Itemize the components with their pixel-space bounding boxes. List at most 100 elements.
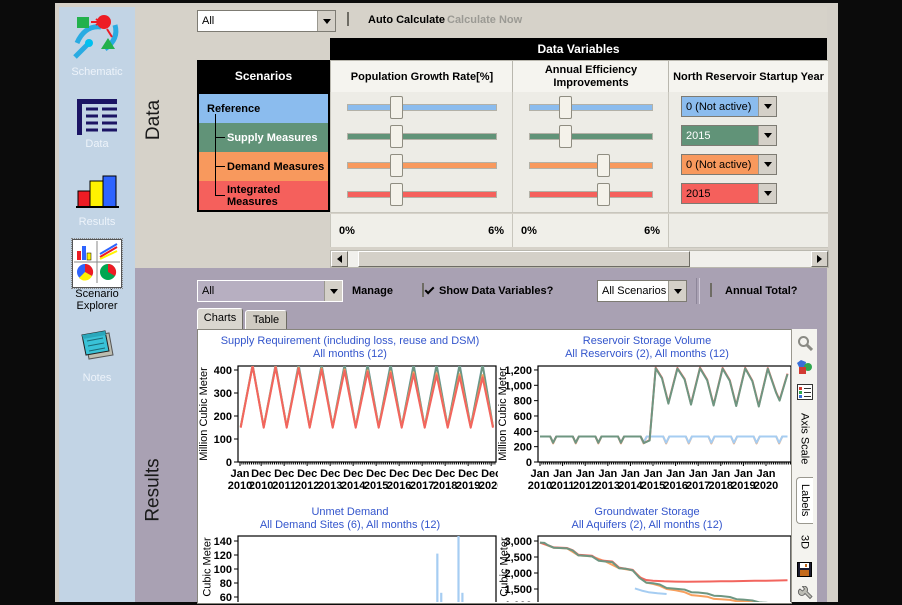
svg-text:2011: 2011 [551, 480, 575, 492]
chart-title-groundwater-storage: Groundwater StorageAll Aquifers (2), All… [502, 506, 792, 532]
scroll-left-button[interactable] [331, 251, 348, 267]
svg-text:Jan: Jan [666, 468, 685, 480]
three-d-tab[interactable]: 3D [792, 535, 817, 552]
results-section-vertical-label: Results [140, 420, 168, 560]
svg-text:120: 120 [214, 550, 232, 562]
axis-scale-tab[interactable]: Axis Scale [792, 413, 817, 467]
arrow-right-icon [817, 255, 822, 263]
startup-year-dropdown-integrated[interactable]: 2015 [681, 183, 777, 204]
slider-efficiency-reference[interactable] [513, 92, 669, 121]
zoom-button[interactable] [792, 329, 817, 354]
arrow-left-icon [337, 255, 342, 263]
slider-population-growth-supply[interactable] [331, 121, 513, 150]
dropdown-arrow-button[interactable] [668, 281, 686, 301]
svg-text:1,000: 1,000 [504, 380, 532, 392]
svg-text:1,500: 1,500 [504, 584, 532, 596]
svg-text:2013: 2013 [596, 480, 620, 492]
svg-text:Dec: Dec [343, 468, 363, 480]
dropdown-arrow-button[interactable] [758, 155, 776, 174]
svg-text:Dec: Dec [251, 468, 271, 480]
scenario-row-reference[interactable]: Reference [199, 94, 328, 123]
slider-thumb[interactable] [390, 96, 403, 119]
chevron-down-icon [764, 191, 772, 196]
chevron-down-icon [764, 133, 772, 138]
dropdown-arrow-button[interactable] [758, 184, 776, 203]
save-chart-button[interactable] [792, 562, 817, 580]
slider-thumb[interactable] [559, 96, 572, 119]
scenario-explorer-icon [72, 239, 122, 288]
dropdown-arrow-button[interactable] [324, 281, 342, 301]
chart-title-supply-requirement: Supply Requirement (including loss, reus… [202, 335, 498, 361]
svg-text:100: 100 [214, 564, 232, 576]
sidebar-item-scenario-explorer[interactable]: Scenario Explorer [59, 239, 135, 312]
tab-label: Charts [204, 312, 236, 324]
annual-total-checkbox[interactable] [710, 283, 712, 297]
svg-text:400: 400 [214, 365, 232, 377]
svg-text:3,000: 3,000 [504, 536, 532, 548]
sidebar-item-results[interactable]: Results [59, 173, 135, 228]
dropdown-arrow-button[interactable] [758, 97, 776, 116]
legend-button[interactable] [792, 378, 817, 403]
svg-text:Jan: Jan [231, 468, 250, 480]
slider-thumb[interactable] [390, 183, 403, 206]
slider-thumb[interactable] [597, 183, 610, 206]
startup-year-dropdown-supply[interactable]: 2015 [681, 125, 777, 146]
slider-population-growth-integrated[interactable] [331, 179, 513, 208]
svg-text:Jan: Jan [531, 468, 550, 480]
svg-text:2,000: 2,000 [504, 568, 532, 580]
slider-population-growth-demand[interactable] [331, 150, 513, 179]
magnifier-icon [797, 335, 813, 351]
scenario-filter-dropdown[interactable]: All Scenarios [597, 280, 687, 302]
slider-efficiency-integrated[interactable] [513, 179, 669, 208]
chart-reservoir-storage: 02004006008001,0001,200Jan2010Jan2011Jan… [503, 362, 795, 496]
scenario-tree: Reference Supply Measures Demand Measure… [197, 92, 330, 212]
sidebar-item-label: Scenario Explorer [59, 288, 135, 312]
population-growth-range: 0% 6% [330, 214, 512, 247]
slider-thumb[interactable] [390, 154, 403, 177]
results-variable-dropdown[interactable]: All [197, 280, 343, 302]
svg-text:Dec: Dec [389, 468, 409, 480]
floppy-disk-icon [797, 562, 812, 577]
chevron-down-icon [764, 104, 772, 109]
annual-efficiency-cells [512, 92, 669, 213]
startup-year-cells: 0 (Not active) 2015 0 (Not active) 2015 [668, 92, 828, 213]
sidebar-item-schematic[interactable]: Schematic [59, 13, 135, 78]
slider-thumb[interactable] [597, 154, 610, 177]
dropdown-arrow-button[interactable] [317, 11, 335, 31]
tree-connector-line [215, 195, 225, 196]
svg-text:2015: 2015 [641, 480, 665, 492]
auto-calculate-checkbox[interactable] [347, 12, 349, 26]
svg-text:80: 80 [220, 578, 232, 590]
tab-charts[interactable]: Charts [197, 308, 243, 329]
slider-track [347, 133, 497, 140]
scroll-right-button[interactable] [811, 251, 828, 267]
data-horizontal-scrollbar[interactable] [330, 250, 829, 268]
chart-type-button[interactable] [792, 354, 817, 378]
startup-year-dropdown-reference[interactable]: 0 (Not active) [681, 96, 777, 117]
slider-efficiency-supply[interactable] [513, 121, 669, 150]
calculate-now-button[interactable]: Calculate Now [447, 14, 522, 26]
data-variable-filter-dropdown[interactable]: All [197, 10, 336, 32]
sidebar-item-notes[interactable]: Notes [59, 329, 135, 384]
chart-type-icon [796, 359, 813, 375]
svg-text:2018: 2018 [433, 480, 457, 492]
svg-text:Dec: Dec [297, 468, 317, 480]
slider-thumb[interactable] [559, 125, 572, 148]
slider-population-growth-reference[interactable] [331, 92, 513, 121]
range-min-label: 0% [521, 225, 537, 237]
sidebar-item-label: Notes [59, 372, 135, 384]
startup-year-dropdown-demand[interactable]: 0 (Not active) [681, 154, 777, 175]
slider-efficiency-demand[interactable] [513, 150, 669, 179]
svg-text:Dec: Dec [366, 468, 386, 480]
results-chart-icon [73, 204, 121, 216]
dropdown-arrow-button[interactable] [758, 126, 776, 145]
tab-table[interactable]: Table [245, 310, 287, 329]
slider-thumb[interactable] [390, 125, 403, 148]
show-data-variables-checkbox[interactable] [422, 283, 424, 297]
svg-text:2020: 2020 [754, 480, 778, 492]
labels-tab[interactable]: Labels [792, 477, 817, 526]
svg-text:Jan: Jan [734, 468, 753, 480]
manage-button[interactable]: Manage [352, 285, 393, 297]
scrollbar-thumb[interactable] [358, 251, 690, 267]
sidebar-item-data[interactable]: Data [59, 95, 135, 150]
